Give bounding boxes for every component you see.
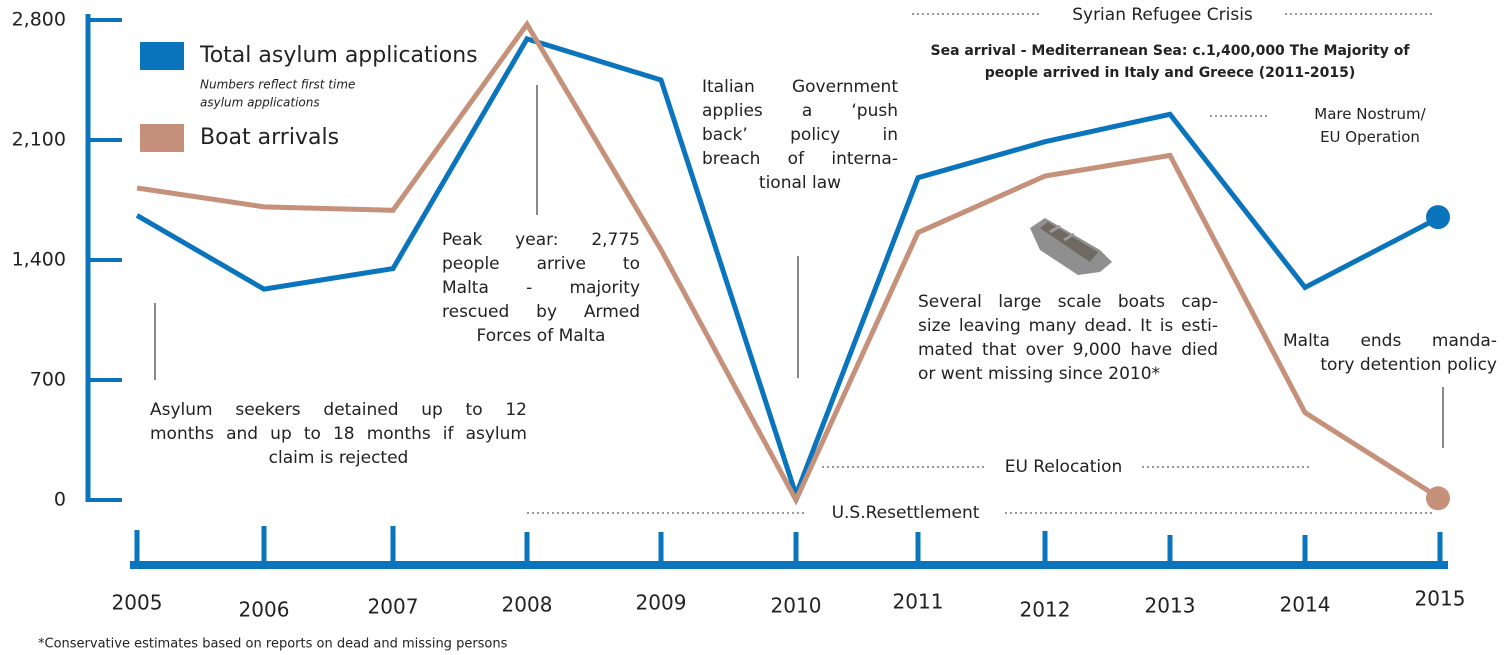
annotation-line: Malta - majority (442, 278, 640, 298)
legend-note: asylum applications (200, 96, 320, 110)
annotation: Syrian Refugee Crisis (1040, 3, 1285, 27)
annotation: Peak year: 2,775 people arrive to Malta - … (442, 228, 640, 348)
legend-note: Numbers reflect first time (200, 78, 355, 92)
boat-icon (1030, 218, 1112, 275)
y-tick-label: 2,800 (12, 9, 66, 31)
annotation-line: mated that over 9,000 have died (918, 340, 1218, 360)
y-tick-label: 700 (30, 369, 66, 391)
annotation-line: Several large scale boats cap- (918, 292, 1218, 312)
annotation-line: tional law (758, 173, 842, 193)
footnote: *Conservative estimates based on reports… (38, 637, 508, 652)
annotation-line: claim is rejected (268, 448, 409, 468)
annotation: EU Relocation (985, 455, 1142, 479)
x-tick-label: 2008 (502, 593, 553, 617)
annotation-line: Malta ends manda- (1283, 331, 1497, 351)
annotation: Malta ends manda-tory detention policy (1283, 329, 1497, 377)
x-tick-label: 2015 (1415, 587, 1466, 611)
annotation-line: Syrian Refugee Crisis (1072, 5, 1253, 25)
annotation-line: or went missing since 2010* (918, 364, 1161, 384)
legend-label: Total asylum applications (199, 43, 478, 68)
y-tick-label: 2,100 (12, 129, 66, 151)
annotation-line: Asylum seekers detained up to 12 (150, 400, 527, 420)
annotation-line: months and up to 18 months if asylum (150, 424, 527, 444)
x-tick-label: 2009 (636, 591, 687, 615)
annotation-line: EU Relocation (1004, 457, 1123, 477)
legend-swatch (140, 42, 184, 70)
end-marker (1426, 205, 1450, 230)
annotation-line: U.S.Resettlement (831, 503, 980, 523)
annotation-line: EU Operation (1320, 128, 1420, 146)
annotation-line: people arrive to (442, 254, 640, 274)
x-tick-label: 2011 (893, 590, 944, 614)
annotation-line: Forces of Malta (476, 326, 606, 346)
series-line (136, 19, 1442, 506)
x-tick-label: 2012 (1020, 598, 1071, 622)
annotation: Italian Government applies a ‘push back’ p… (702, 75, 898, 195)
y-tick-label: 1,400 (12, 249, 66, 271)
annotation-line: rescued by Armed (442, 302, 640, 322)
end-marker (1426, 486, 1450, 511)
x-tick-label: 2014 (1280, 593, 1331, 617)
annotation-line: people arrived in Italy and Greece (2011… (984, 65, 1356, 81)
annotation-line: applies a ‘push (702, 101, 898, 121)
x-tick-label: 2005 (112, 591, 163, 615)
legend-swatch (140, 124, 184, 152)
annotation: Several large scale boats cap-size leavi… (918, 290, 1218, 386)
annotation-line: size leaving many dead. It is esti- (918, 316, 1218, 336)
y-tick-label: 0 (54, 489, 66, 511)
annotation-line: Italian Government (702, 77, 898, 97)
annotation: Mare Nostrum/EU Operation (1290, 103, 1450, 149)
annotation: U.S.Resettlement (806, 501, 1005, 525)
annotation-line: breach of interna- (702, 149, 898, 169)
annotation: Asylum seekers detained up to 12 months a… (150, 398, 527, 470)
x-tick-label: 2010 (771, 594, 822, 618)
x-tick-label: 2007 (368, 595, 419, 619)
annotation-line: Mare Nostrum/ (1314, 105, 1426, 123)
annotation-line: back’ policy in (702, 125, 898, 145)
annotation: Sea arrival - Mediterranean Sea: c.1,400… (900, 40, 1440, 84)
x-tick-label: 2013 (1145, 594, 1196, 618)
legend-label: Boat arrivals (200, 125, 339, 150)
x-tick-label: 2006 (239, 598, 290, 622)
annotation-line: tory detention policy (1320, 355, 1497, 375)
annotation-line: Sea arrival - Mediterranean Sea: c.1,400… (930, 43, 1410, 59)
annotation-line: Peak year: 2,775 (442, 230, 640, 250)
